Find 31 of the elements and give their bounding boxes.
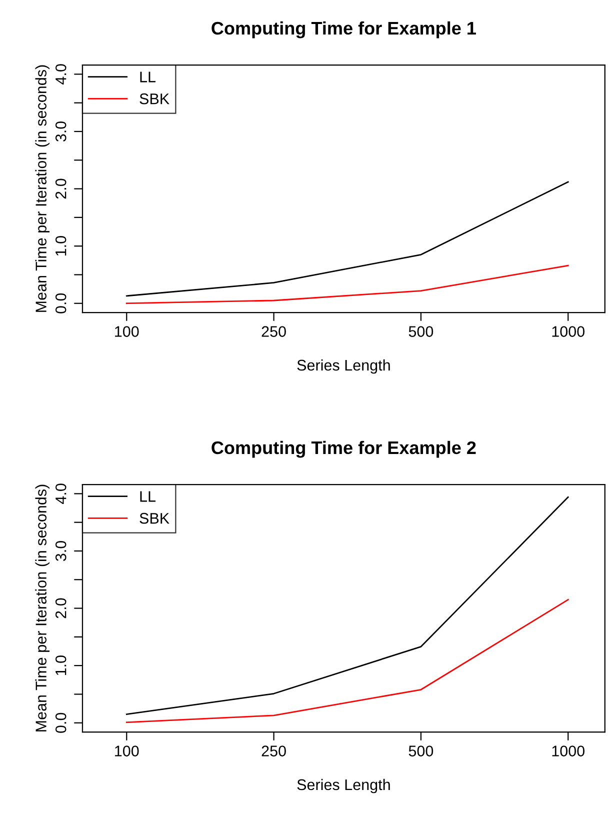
line-series [126, 181, 569, 297]
legend-label: LL [140, 491, 156, 502]
x-tick-label: 100 [115, 746, 139, 756]
y-tick-label: 3.0 [55, 540, 66, 562]
y-tick-label: 4.0 [55, 64, 66, 84]
x-tick-label: 250 [262, 326, 286, 337]
y-tick-label: 2.0 [55, 598, 66, 618]
y-tick-label: 2.0 [55, 178, 66, 199]
y-tick-label: 0.0 [55, 293, 66, 314]
line-series [126, 598, 569, 723]
x-axis-title: Series Length [297, 778, 390, 794]
y-tick-label: 0.0 [55, 712, 66, 733]
y-axis-title: Mean Time per Iteration (in seconds) [35, 484, 50, 732]
line-series [126, 264, 569, 304]
x-tick-label: 500 [408, 326, 434, 337]
x-tick-label: 1000 [552, 326, 584, 337]
chart-title: Computing Time for Example 1 [212, 21, 476, 38]
x-tick-label: 250 [262, 746, 286, 756]
y-tick-label: 1.0 [55, 236, 66, 256]
legend-label: LL [140, 72, 156, 82]
y-tick-label: 1.0 [55, 656, 66, 676]
chart-title: Computing Time for Example 2 [212, 440, 476, 458]
legend-label: SBK [140, 512, 170, 524]
x-tick-label: 1000 [552, 746, 584, 756]
y-tick-label: 3.0 [55, 121, 66, 142]
y-axis-title: Mean Time per Iteration (in seconds) [35, 65, 50, 312]
x-tick-label: 100 [115, 326, 139, 337]
y-tick-label: 4.0 [55, 484, 66, 504]
x-tick-label: 500 [408, 746, 434, 756]
x-axis-title: Series Length [297, 359, 390, 374]
legend-label: SBK [140, 93, 170, 104]
